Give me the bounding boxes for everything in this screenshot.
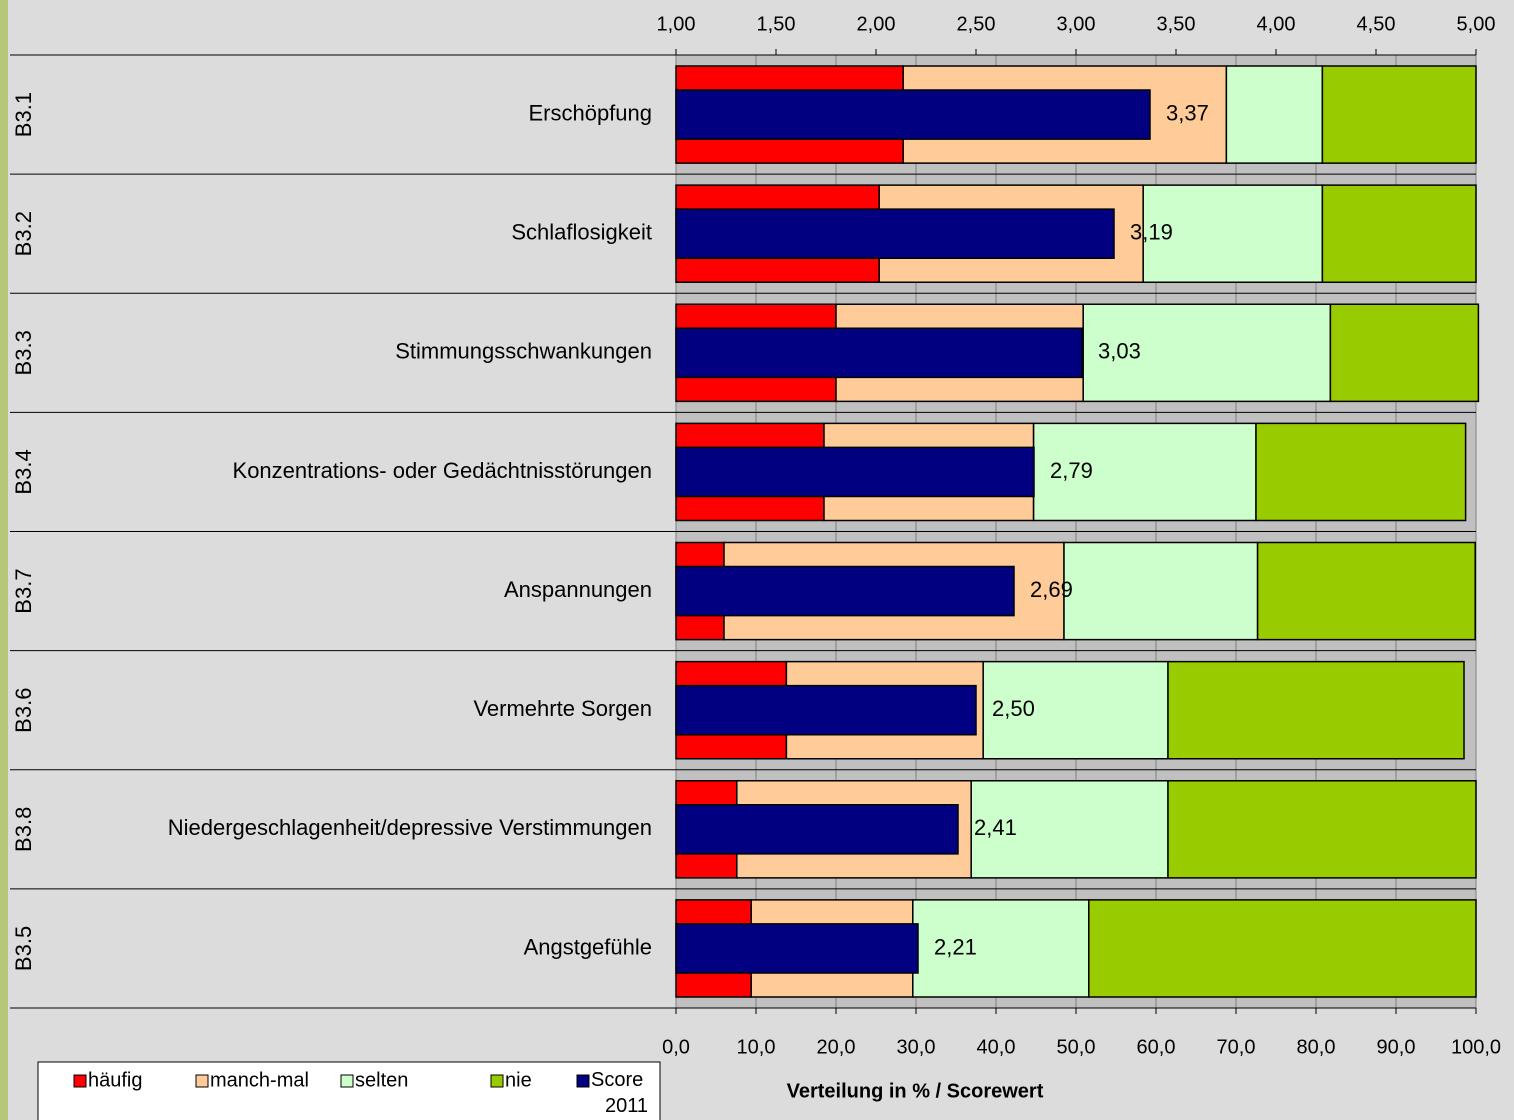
score-label: 2,21 bbox=[934, 934, 977, 959]
score-bar bbox=[675, 923, 919, 974]
stacked-bar bbox=[1225, 65, 1324, 164]
x-axis-label: Verteilung in % / Scorewert bbox=[787, 1080, 1044, 1102]
x2-tick-label: 2,00 bbox=[857, 13, 896, 35]
row-code: B3.6 bbox=[11, 688, 36, 733]
x-tick-label: 90,0 bbox=[1377, 1036, 1416, 1058]
score-bar bbox=[675, 89, 1151, 140]
stacked-bar bbox=[1256, 541, 1476, 641]
legend-swatch bbox=[340, 1074, 354, 1088]
score-label: 3,37 bbox=[1166, 100, 1209, 125]
stacked-bar bbox=[1321, 184, 1477, 283]
row-code: B3.3 bbox=[11, 330, 36, 375]
stacked-bar bbox=[1082, 303, 1332, 403]
row-code: B3.5 bbox=[11, 926, 36, 971]
score-bar bbox=[675, 565, 1015, 617]
category-label: Anspannungen bbox=[504, 577, 652, 602]
score-label: 3,19 bbox=[1130, 220, 1173, 245]
score-bar bbox=[675, 446, 1035, 498]
x-tick-label: 100,0 bbox=[1451, 1036, 1501, 1058]
x2-tick-label: 4,00 bbox=[1257, 13, 1296, 35]
score-bar bbox=[675, 684, 977, 736]
legend-swatch bbox=[576, 1074, 590, 1088]
x2-tick-label: 5,00 bbox=[1457, 13, 1496, 35]
stacked-bar bbox=[1329, 303, 1480, 403]
stacked-bar bbox=[1142, 184, 1324, 283]
category-label: Angstgefühle bbox=[524, 934, 652, 959]
legend-label: nie bbox=[505, 1069, 532, 1091]
stacked-bar bbox=[1167, 780, 1477, 879]
row-code: B3.2 bbox=[11, 211, 36, 256]
stacked-bar bbox=[1321, 65, 1477, 164]
score-label: 2,69 bbox=[1030, 577, 1073, 602]
x2-tick-label: 1,50 bbox=[757, 13, 796, 35]
x-tick-label: 0,0 bbox=[662, 1036, 690, 1058]
row-code: B3.7 bbox=[11, 568, 36, 613]
x-tick-label: 10,0 bbox=[737, 1036, 776, 1058]
x-tick-label: 60,0 bbox=[1137, 1036, 1176, 1058]
x2-tick-label: 3,50 bbox=[1157, 13, 1196, 35]
category-label: Niedergeschlagenheit/depressive Verstimm… bbox=[168, 815, 652, 840]
stacked-bar bbox=[1032, 422, 1257, 522]
stacked-bar bbox=[1255, 422, 1467, 522]
x-tick-label: 20,0 bbox=[817, 1036, 856, 1058]
category-label: Erschöpfung bbox=[528, 100, 652, 125]
stacked-bar bbox=[912, 899, 1090, 998]
stacked-bar bbox=[1063, 541, 1259, 641]
score-label: 3,03 bbox=[1098, 339, 1141, 364]
x-tick-label: 70,0 bbox=[1217, 1036, 1256, 1058]
left-stripe bbox=[0, 0, 8, 1120]
x2-tick-label: 1,00 bbox=[657, 13, 696, 35]
category-label: Konzentrations- oder Gedächtnisstörungen bbox=[233, 458, 652, 483]
x-tick-label: 40,0 bbox=[977, 1036, 1016, 1058]
legend-swatch bbox=[195, 1074, 209, 1088]
legend-label: Score 2011 bbox=[591, 1069, 648, 1117]
score-label: 2,79 bbox=[1050, 458, 1093, 483]
stacked-bar bbox=[970, 780, 1169, 879]
category-label: Stimmungsschwankungen bbox=[395, 339, 652, 364]
x2-tick-label: 3,00 bbox=[1057, 13, 1096, 35]
score-bar bbox=[675, 208, 1115, 259]
row-code: B3.1 bbox=[11, 92, 36, 137]
score-bar bbox=[675, 804, 959, 855]
stacked-bar bbox=[1167, 660, 1465, 760]
legend-label: häufig bbox=[88, 1069, 143, 1091]
x2-tick-label: 4,50 bbox=[1357, 13, 1396, 35]
x2-tick-label: 2,50 bbox=[957, 13, 996, 35]
row-code: B3.4 bbox=[11, 449, 36, 494]
legend-label: manch-mal bbox=[210, 1069, 309, 1091]
score-label: 2,50 bbox=[992, 696, 1035, 721]
x-tick-label: 80,0 bbox=[1297, 1036, 1336, 1058]
legend-box bbox=[37, 1061, 661, 1120]
stacked-bar bbox=[1088, 899, 1477, 998]
score-bar bbox=[675, 327, 1083, 379]
category-label: Vermehrte Sorgen bbox=[473, 696, 652, 721]
legend-label: selten bbox=[355, 1069, 408, 1091]
category-label: Schlaflosigkeit bbox=[511, 220, 652, 245]
x-tick-label: 50,0 bbox=[1057, 1036, 1096, 1058]
score-label: 2,41 bbox=[974, 815, 1017, 840]
x-tick-label: 30,0 bbox=[897, 1036, 936, 1058]
legend-swatch bbox=[490, 1074, 504, 1088]
stacked-bar bbox=[982, 660, 1169, 760]
legend-swatch bbox=[73, 1074, 87, 1088]
row-code: B3.8 bbox=[11, 807, 36, 852]
